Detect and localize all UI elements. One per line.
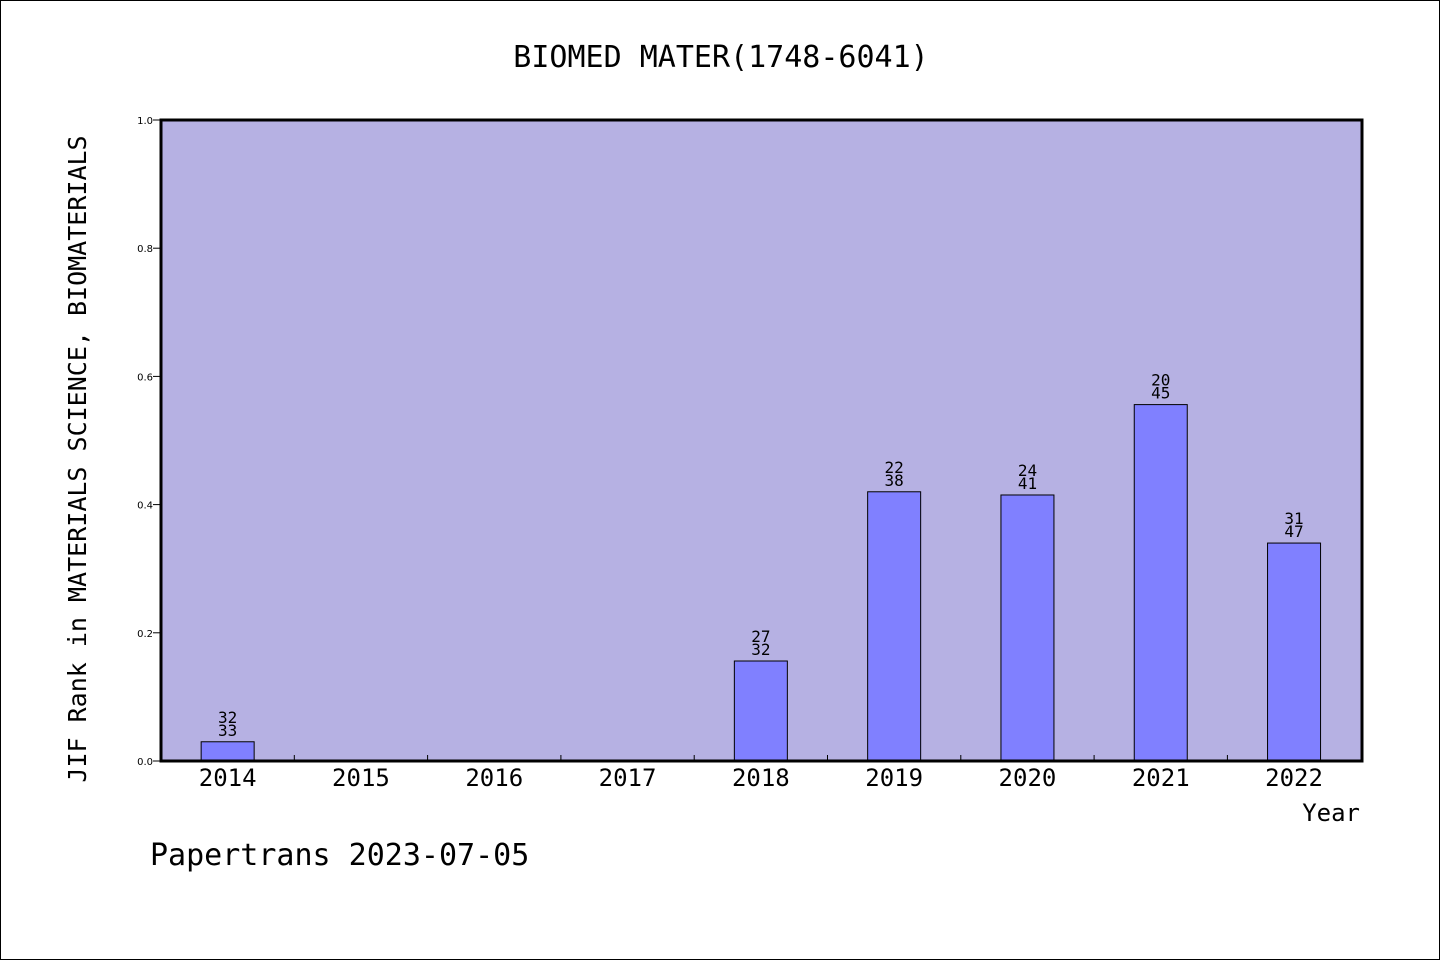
bar-rank-label: 20: [1151, 371, 1170, 390]
x-tick-label: 2018: [732, 764, 790, 792]
x-tick-label: 2021: [1132, 764, 1190, 792]
x-tick-label: 2017: [599, 764, 657, 792]
y-tick-label: 0.6: [137, 372, 153, 383]
x-tick-label: 2022: [1265, 764, 1323, 792]
bar-rank-label: 31: [1284, 509, 1303, 528]
bar-total-label: 47: [1284, 522, 1303, 541]
y-tick-label: 1.0: [137, 116, 153, 127]
y-tick-label: 0.2: [137, 629, 153, 640]
x-tick-label: 2019: [865, 764, 923, 792]
bar-rank-label: 22: [885, 458, 904, 477]
bar: [1133, 404, 1188, 762]
x-tick-label: 2020: [999, 764, 1057, 792]
plot-border: [159, 118, 1364, 763]
y-axis-label: JIF Rank in MATERIALS SCIENCE, BIOMATERI…: [63, 135, 92, 782]
x-tick-label: 2015: [332, 764, 390, 792]
bar-rank-label: 24: [1018, 461, 1037, 480]
ticks-layer: 0.0 0.2 0.4 0.6 0.8 1.0 2014 2015 2016 2017 2018 20…: [137, 116, 1323, 792]
bar-total-label: 33: [218, 721, 237, 740]
bar-rank-label: 27: [751, 627, 770, 646]
footer-text: Papertrans 2023-07-05: [150, 838, 529, 873]
bar-rank-label: 32: [218, 708, 237, 727]
bar-total-label: 32: [751, 640, 770, 659]
chart-title: BIOMED MATER(1748-6041): [513, 40, 928, 75]
bar-total-label: 45: [1151, 384, 1170, 403]
bar-total-label: 41: [1018, 474, 1037, 493]
y-tick-label: 0.4: [137, 501, 153, 512]
bar: [1267, 542, 1322, 762]
y-tick-label: 0.0: [137, 757, 153, 768]
y-tick-label: 0.8: [137, 244, 153, 255]
x-tick-label: 2014: [199, 764, 257, 792]
bar-total-label: 38: [885, 471, 904, 490]
bar: [200, 741, 255, 762]
bar: [867, 491, 922, 762]
x-tick-label: 2016: [465, 764, 523, 792]
bar: [733, 660, 788, 762]
x-axis-label: Year: [1302, 799, 1360, 827]
bar: [1000, 494, 1055, 762]
